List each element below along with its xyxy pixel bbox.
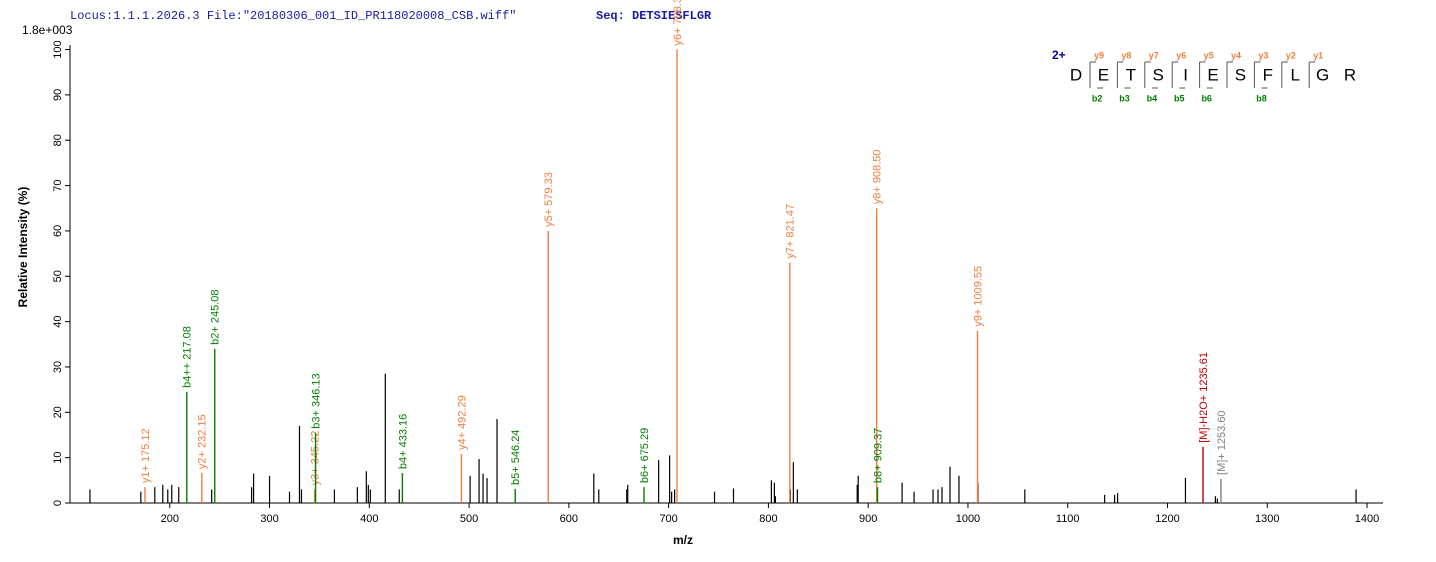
- peak-label: y2+ 232.15: [197, 414, 209, 469]
- peak-label: b3+ 346.13: [310, 373, 322, 428]
- y-tick-label: 0: [52, 500, 64, 506]
- y-ion-label: y1: [1313, 50, 1323, 60]
- x-tick-label: 1400: [1355, 513, 1379, 525]
- x-tick-label: 1000: [956, 513, 980, 525]
- y-ion-label: y3: [1258, 50, 1268, 60]
- x-tick-label: 600: [560, 513, 578, 525]
- y-tick-label: 10: [52, 452, 64, 464]
- y-tick-label: 40: [52, 315, 64, 327]
- peak-label: y9+ 1009.55: [972, 266, 984, 327]
- residue: G: [1316, 65, 1329, 84]
- peak-label: b2+ 245.08: [210, 289, 222, 344]
- peak-label: b4+ 433.16: [397, 414, 409, 469]
- peak-label: [M]+ 1253.60: [1216, 410, 1228, 475]
- residue: F: [1263, 65, 1273, 84]
- y-tick-label: 50: [52, 270, 64, 282]
- x-tick-label: 300: [260, 513, 278, 525]
- residue: S: [1153, 65, 1164, 84]
- peak-label: y4+ 492.29: [456, 395, 468, 450]
- peak-label: b5+ 546.24: [510, 430, 522, 485]
- peak-label: b4++ 217.08: [182, 326, 194, 388]
- y-tick-label: 80: [52, 134, 64, 146]
- b-ion-label: b3: [1119, 93, 1130, 103]
- y-ion-label: y6: [1176, 50, 1186, 60]
- sequence-title: Seq: DETSIESFLGR: [596, 9, 712, 23]
- y-ion-label: y5: [1204, 50, 1214, 60]
- peak-label: y7+ 821.47: [785, 204, 797, 259]
- y-tick-label: 100: [52, 40, 64, 58]
- x-tick-label: 900: [859, 513, 877, 525]
- x-tick-label: 700: [659, 513, 677, 525]
- peak-label: y8+ 908.50: [872, 149, 884, 204]
- x-tick-label: 1100: [1056, 513, 1080, 525]
- residue: S: [1235, 65, 1246, 84]
- peak-label: [M]-H2O+ 1235.61: [1198, 352, 1210, 443]
- residue: I: [1183, 65, 1188, 84]
- residue: E: [1207, 65, 1218, 84]
- x-axis-label: m/z: [673, 533, 693, 547]
- residue: L: [1290, 65, 1299, 84]
- y-tick-label: 70: [52, 179, 64, 191]
- y-tick-label: 90: [52, 89, 64, 101]
- b-ion-label: b4: [1147, 93, 1158, 103]
- scale-label: 1.8e+003: [22, 23, 73, 37]
- residue: T: [1126, 65, 1136, 84]
- y-ion-label: y7: [1149, 50, 1159, 60]
- x-tick-label: 400: [360, 513, 378, 525]
- x-tick-label: 1200: [1155, 513, 1179, 525]
- peak-label: y5+ 579.33: [543, 172, 555, 227]
- x-tick-label: 1300: [1255, 513, 1279, 525]
- residue: E: [1098, 65, 1109, 84]
- peak-label: b6+ 675.29: [639, 428, 651, 483]
- peak-label: y6+ 708.37: [672, 0, 684, 46]
- chart-title: Locus:1.1.1.2026.3 File:"20180306_001_ID…: [70, 9, 516, 23]
- b-ion-label: b8: [1256, 93, 1267, 103]
- x-tick-label: 500: [460, 513, 478, 525]
- y-ion-label: y8: [1121, 50, 1131, 60]
- residue: D: [1070, 65, 1082, 84]
- y-tick-label: 60: [52, 225, 64, 237]
- residue: R: [1344, 65, 1356, 84]
- y-axis-label: Relative Intensity (%): [16, 187, 30, 308]
- y-tick-label: 20: [52, 406, 64, 418]
- y-ion-label: y4: [1231, 50, 1241, 60]
- x-tick-label: 200: [161, 513, 179, 525]
- y-tick-label: 30: [52, 361, 64, 373]
- charge-label: 2+: [1052, 48, 1066, 62]
- peak-label: y1+ 175.12: [140, 428, 152, 483]
- b-ion-label: b6: [1201, 93, 1212, 103]
- y-ion-label: y9: [1094, 50, 1104, 60]
- peak-label: b8+ 909.37: [872, 428, 884, 483]
- b-ion-label: b5: [1174, 93, 1185, 103]
- x-tick-label: 800: [759, 513, 777, 525]
- y-ion-label: y2: [1286, 50, 1296, 60]
- b-ion-label: b2: [1092, 93, 1103, 103]
